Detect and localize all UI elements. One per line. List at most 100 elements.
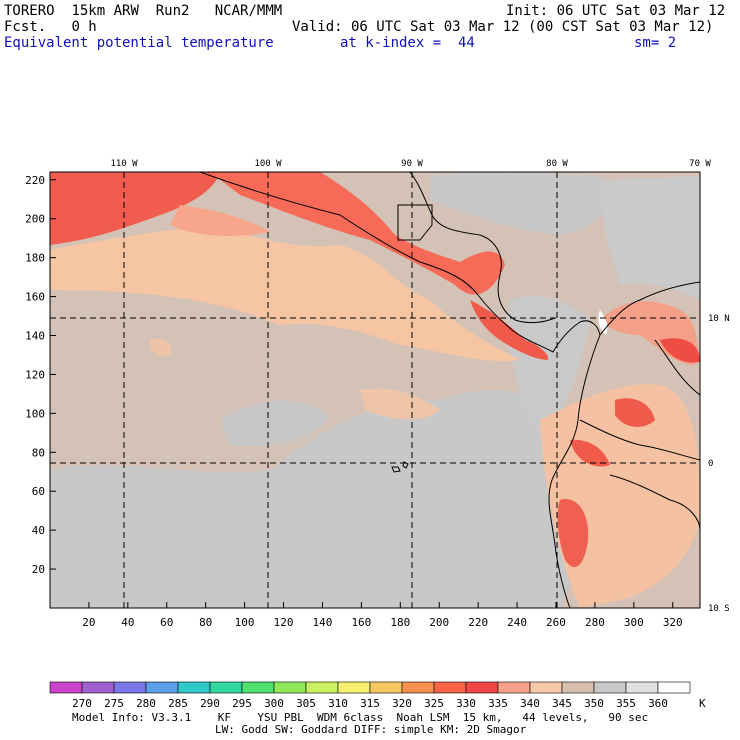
colorbar-label: 275 xyxy=(104,697,124,710)
coastline-colombia-north xyxy=(599,281,700,336)
coastlines xyxy=(199,172,700,608)
colorbar-swatch xyxy=(177,681,211,694)
colorbar-label: 335 xyxy=(488,697,508,710)
border-guatemala xyxy=(397,204,433,241)
y-tick-label: 220 xyxy=(25,174,45,187)
field-grey-mid xyxy=(220,400,330,447)
colorbar-swatch xyxy=(273,681,307,694)
colorbar-swatch xyxy=(241,681,275,694)
y-axis: 220 200 180 160 140 120 100 80 60 40 20 xyxy=(25,174,56,576)
header-valid: Valid: 06 UTC Sat 03 Mar 12 (00 CST Sat … xyxy=(292,19,714,35)
graticule xyxy=(50,172,700,608)
colorbar-label: 305 xyxy=(296,697,316,710)
colorbar-swatch xyxy=(657,681,691,694)
coastline-galapagos xyxy=(391,461,409,473)
colorbar-label: 350 xyxy=(584,697,604,710)
model-info: Model Info: V3.3.1 KF YSU PBL WDM 6class… xyxy=(72,711,649,724)
coastline-south-america-west xyxy=(548,334,601,608)
colorbar-swatch xyxy=(337,681,371,694)
x-tick-label: 180 xyxy=(390,616,410,629)
colorbar-swatch xyxy=(81,681,115,694)
colorbar-swatch xyxy=(561,681,595,694)
colorbar-label: 285 xyxy=(168,697,188,710)
colorbar-label: 295 xyxy=(232,697,252,710)
x-tick-label: 60 xyxy=(160,616,173,629)
field-peach-blob xyxy=(149,338,172,357)
colorbar-swatch xyxy=(369,681,403,694)
lat-label: 10 N xyxy=(708,314,730,324)
colorbar-label: 315 xyxy=(360,697,380,710)
theta-e-field xyxy=(50,172,700,608)
y-tick-label: 40 xyxy=(32,524,45,537)
colorbar-swatch xyxy=(593,681,627,694)
x-tick-label: 320 xyxy=(663,616,683,629)
field-red-venezuela xyxy=(660,338,700,363)
x-tick-label: 280 xyxy=(585,616,605,629)
x-tick-label: 120 xyxy=(274,616,294,629)
x-tick-label: 200 xyxy=(429,616,449,629)
field-red-colombia xyxy=(615,398,655,427)
colorbar-unit: K xyxy=(699,697,706,710)
y-tick-label: 80 xyxy=(32,446,45,459)
lon-label: 80 W xyxy=(546,159,568,169)
x-tick-label: 140 xyxy=(313,616,333,629)
colorbar-swatch xyxy=(145,681,179,694)
smoothing-label: sm= 2 xyxy=(634,35,677,51)
field-peach-band xyxy=(50,225,520,362)
coastline-pacific-central-america xyxy=(199,172,601,353)
y-tick-label: 140 xyxy=(25,330,45,343)
x-tick-label: 300 xyxy=(624,616,644,629)
colorbar-swatch xyxy=(625,681,659,694)
colorbar-swatch xyxy=(465,681,499,694)
colorbar-label: 280 xyxy=(136,697,156,710)
colorbar-swatch xyxy=(49,681,83,694)
field-grey-sw xyxy=(150,509,300,554)
header-fcst: Fcst. 0 h xyxy=(4,19,97,35)
lat-label: 10 S xyxy=(708,604,730,614)
x-axis: 20 40 60 80 100 120 140 160 180 200 220 240 260 280 30… xyxy=(82,602,683,629)
colorbar-label: 340 xyxy=(520,697,540,710)
colorbar-swatch xyxy=(529,681,563,694)
x-tick-label: 20 xyxy=(82,616,95,629)
field-grey-north xyxy=(430,172,608,235)
colorbar-swatch xyxy=(209,681,243,694)
coastline-caribbean xyxy=(409,172,556,324)
y-tick-label: 60 xyxy=(32,485,45,498)
x-tick-label: 260 xyxy=(546,616,566,629)
x-tick-label: 240 xyxy=(507,616,527,629)
colorbar: 270 275 280 285 290 295 300 305 310 315 320 325 330 3… xyxy=(49,681,706,710)
x-tick-label: 80 xyxy=(199,616,212,629)
field-red-andes xyxy=(570,439,610,467)
colorbar-label: 300 xyxy=(264,697,284,710)
x-tick-label: 220 xyxy=(468,616,488,629)
field-red-northwest xyxy=(50,172,220,245)
field-title: Equivalent potential temperature xyxy=(4,35,274,51)
lon-label: 100 W xyxy=(254,159,282,169)
colorbar-swatch xyxy=(497,681,531,694)
x-tick-label: 40 xyxy=(121,616,134,629)
field-peach-patch xyxy=(360,388,440,420)
y-tick-label: 160 xyxy=(25,291,45,304)
lon-label: 110 W xyxy=(110,159,138,169)
colorbar-swatch xyxy=(433,681,467,694)
latitude-labels: 10 N 0 10 S xyxy=(708,314,730,614)
header-init: Init: 06 UTC Sat 03 Mar 12 xyxy=(506,3,726,19)
field-grey-east xyxy=(507,296,590,440)
y-tick-label: 180 xyxy=(25,252,45,265)
lon-label: 70 W xyxy=(689,159,711,169)
border-colombia-ecuador xyxy=(579,419,700,461)
x-tick-label: 160 xyxy=(351,616,371,629)
field-grey-northeast xyxy=(600,176,700,300)
field-red-costa-rica xyxy=(470,300,549,360)
x-tick-label: 100 xyxy=(235,616,255,629)
y-tick-label: 20 xyxy=(32,563,45,576)
physics-info: LW: Godd SW: Goddard DIFF: simple KM: 2D… xyxy=(215,723,527,736)
lon-label: 90 W xyxy=(401,159,423,169)
map-frame xyxy=(49,171,701,609)
colorbar-label: 310 xyxy=(328,697,348,710)
colorbar-swatch xyxy=(305,681,339,694)
colorbar-label: 360 xyxy=(648,697,668,710)
field-salmon-nw xyxy=(170,205,270,236)
y-tick-label: 120 xyxy=(25,368,45,381)
